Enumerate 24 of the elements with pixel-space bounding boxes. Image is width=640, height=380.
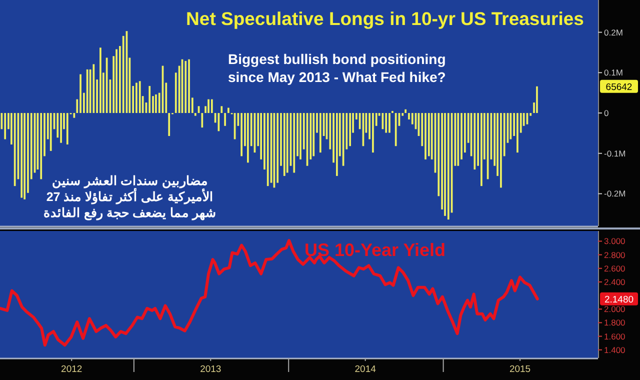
y-tick-label: 3.000 <box>604 236 626 246</box>
y-tick-label: -0.1M <box>604 148 626 158</box>
annotation: مضاربين سندات العشر سنين الأميركية على أكثر تفاؤلا منذ 27 شهر مما يضعف حجة رفع الفائدة <box>43 174 217 221</box>
text: US 10-Year Yield <box>304 240 446 260</box>
y-tick-label: 1.800 <box>604 318 626 328</box>
line-series <box>0 239 539 347</box>
text: 2.1480 <box>604 294 634 306</box>
x-tick-label: 2012 <box>61 364 82 375</box>
x-tick-label: 2013 <box>200 364 222 375</box>
y-tick-label: 2.600 <box>604 263 626 274</box>
y-tick-label: 0.2M <box>604 27 623 38</box>
x-tick-label: 2015 <box>509 364 531 375</box>
annotation: Biggest bullish bond positioning since May 2013 - What Fed hike? <box>228 51 446 85</box>
chart-title: Net Speculative Longs in 10-yr US Treasuries <box>186 8 584 29</box>
y-tick-label: 2.000 <box>604 304 626 314</box>
y-tick-label: 2.800 <box>604 250 626 260</box>
y-tick-label: 2.400 <box>604 276 626 287</box>
y-tick-label: 0 <box>604 108 609 118</box>
y-tick-label: 1.400 <box>604 344 626 355</box>
y-tick-label: 0.1M <box>604 68 623 78</box>
text: 65642 <box>606 82 632 93</box>
x-tick-label: 2014 <box>354 364 376 375</box>
y-tick-label: -0.2M <box>604 188 626 199</box>
y-tick-label: 1.600 <box>604 331 626 342</box>
